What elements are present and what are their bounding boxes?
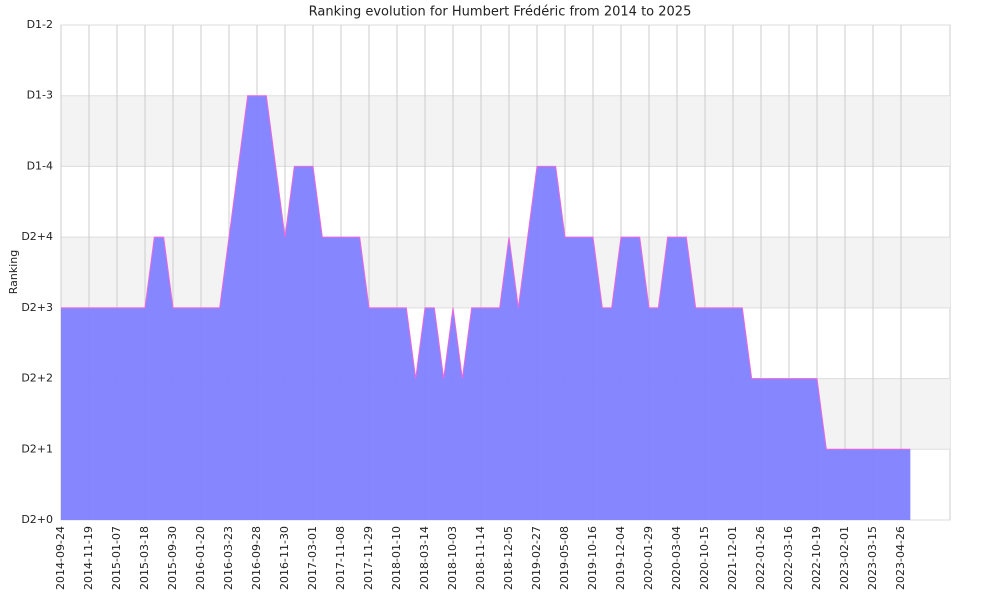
- x-tick-label: 2019-05-08: [558, 526, 571, 590]
- x-tick-label: 2016-01-20: [194, 526, 207, 590]
- x-tick-label: 2022-03-16: [782, 526, 795, 590]
- x-tick-label: 2021-12-01: [726, 526, 739, 590]
- chart-title: Ranking evolution for Humbert Frédéric f…: [309, 5, 692, 20]
- y-tick-label: D2+4: [21, 230, 53, 243]
- x-tick-label: 2014-11-19: [82, 526, 95, 590]
- y-tick-label: D2+0: [21, 513, 53, 526]
- x-tick-label: 2018-12-05: [502, 526, 515, 590]
- x-tick-label: 2018-10-03: [446, 526, 459, 590]
- x-tick-label: 2018-01-10: [390, 526, 403, 590]
- x-tick-label: 2023-03-15: [866, 526, 879, 590]
- y-tick-label: D1-3: [27, 89, 53, 102]
- y-tick-label: D2+3: [21, 301, 53, 314]
- x-tick-label: 2020-03-04: [670, 526, 683, 590]
- x-tick-label: 2017-11-08: [334, 526, 347, 590]
- y-tick-label: D1-2: [27, 18, 53, 31]
- x-tick-label: 2016-09-28: [250, 526, 263, 590]
- x-tick-label: 2015-09-30: [166, 526, 179, 590]
- x-tick-label: 2015-03-18: [138, 526, 151, 590]
- y-tick-label: D2+1: [21, 442, 53, 455]
- x-tick-label: 2020-01-29: [642, 526, 655, 590]
- y-tick-label: D1-4: [27, 159, 53, 172]
- y-axis-title: Ranking: [7, 250, 20, 295]
- x-tick-label: 2019-02-27: [530, 526, 543, 590]
- x-tick-label: 2014-09-24: [54, 526, 67, 590]
- x-tick-label: 2023-04-26: [894, 526, 907, 590]
- x-tick-label: 2016-03-23: [222, 526, 235, 590]
- band: [61, 95, 950, 167]
- x-tick-label: 2019-10-16: [586, 526, 599, 590]
- x-tick-label: 2016-11-30: [278, 526, 291, 590]
- x-tick-label: 2017-03-01: [306, 526, 319, 590]
- x-tick-label: 2019-12-04: [614, 526, 627, 590]
- x-tick-label: 2022-10-19: [810, 526, 823, 590]
- y-tick-label: D2+2: [21, 372, 53, 385]
- x-tick-label: 2023-02-01: [838, 526, 851, 590]
- x-tick-label: 2018-11-14: [474, 526, 487, 590]
- x-tick-label: 2022-01-26: [754, 526, 767, 590]
- x-tick-label: 2017-11-29: [362, 526, 375, 590]
- x-tick-label: 2020-10-15: [698, 526, 711, 590]
- x-tick-label: 2015-01-07: [110, 526, 123, 590]
- area-line: [61, 95, 911, 450]
- x-tick-label: 2018-03-14: [418, 526, 431, 590]
